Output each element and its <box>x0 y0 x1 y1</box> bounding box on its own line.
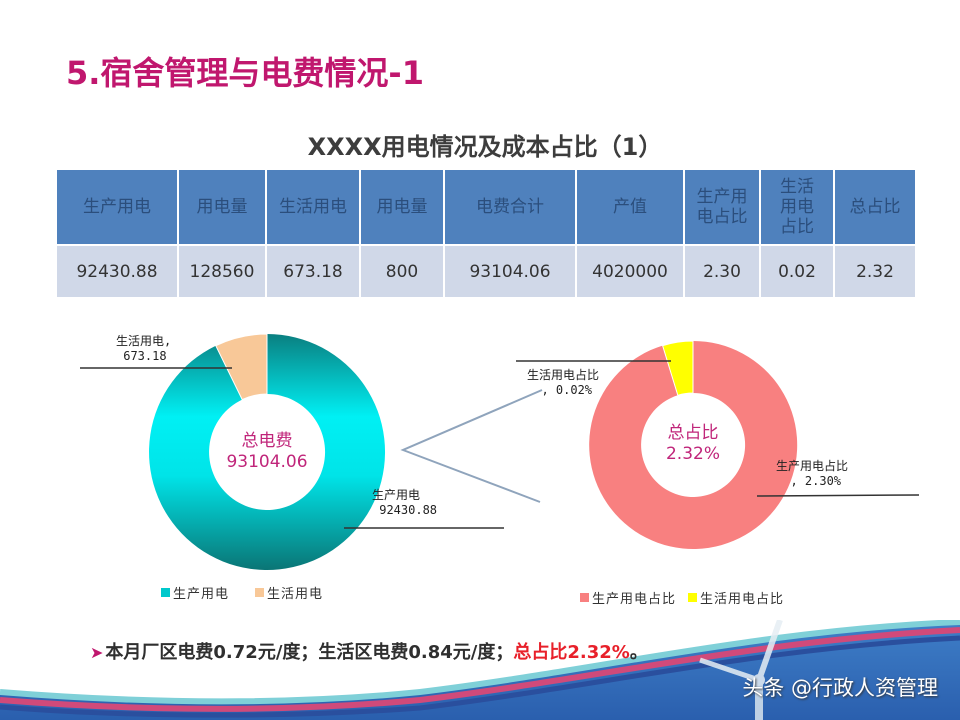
connector-lines <box>400 389 543 503</box>
wind-turbine-graphic <box>699 620 783 720</box>
summary-bullet: ➤ 本月厂区电费0.72元/度；生活区电费0.84元/度；总占比2.32%。 <box>90 638 648 664</box>
cell-production-ratio: 2.30 <box>683 244 761 299</box>
watermark: 头条 @行政人资管理 <box>742 676 938 700</box>
label-living: 生活用电, 673.18 <box>116 334 172 363</box>
cell-living-kwh: 800 <box>359 244 445 299</box>
header-total-fee: 电费合计 <box>443 168 577 246</box>
total-ratio-donut-chart: 生活用电占比 , 0.02% 生产用电占比 , 2.30% 总占比 2.32% … <box>500 320 940 620</box>
legend-item-living-ratio: 生活用电占比 <box>688 588 784 607</box>
legend-swatch-salmon <box>580 593 589 602</box>
total-fee-donut-chart: 生活用电, 673.18 生产用电 92430.88 总电费 93104.06 … <box>60 320 520 610</box>
legend-label: 生产用电 <box>173 587 230 602</box>
legend-item-production-ratio: 生产用电占比 <box>580 588 676 607</box>
center-value: 93104.06 <box>226 452 308 472</box>
summary-text: 本月厂区电费0.72元/度；生活区电费0.84元/度； <box>105 642 514 663</box>
legend-item-living: 生活用电 <box>255 583 323 602</box>
bullet-arrow-icon: ➤ <box>90 643 104 662</box>
cell-living-ratio: 0.02 <box>759 244 835 299</box>
electricity-cost-table: 生产用电 用电量 生活用电 用电量 电费合计 产值 生产用 电占比 生活 用电 … <box>55 168 917 299</box>
donut-slice-living-ratio <box>661 340 694 396</box>
header-production-ratio: 生产用 电占比 <box>683 168 761 246</box>
legend-swatch-yellow <box>688 593 698 602</box>
slide-title: 5.宿舍管理与电费情况-1 <box>66 54 424 92</box>
header-total-ratio: 总占比 <box>833 168 917 246</box>
table-header-row: 生产用电 用电量 生活用电 用电量 电费合计 产值 生产用 电占比 生活 用电 … <box>55 168 917 246</box>
legend-swatch-teal <box>161 588 170 597</box>
wind-turbine-banner <box>0 620 960 720</box>
label-living-ratio: 生活用电占比 , 0.02% <box>527 368 600 397</box>
table-row: 92430.88 128560 673.18 800 93104.06 4020… <box>55 244 917 299</box>
header-production-electricity: 生产用电 <box>55 168 179 246</box>
header-living-kwh: 用电量 <box>359 168 445 246</box>
label-production: 生产用电 92430.88 <box>372 488 438 517</box>
header-living-electricity: 生活用电 <box>265 168 361 246</box>
label-production-ratio: 生产用电占比 , 2.30% <box>776 459 849 488</box>
legend-swatch-peach <box>255 588 265 597</box>
summary-highlight: 总占比2.32% <box>513 642 630 663</box>
center-label: 总占比 <box>667 423 719 443</box>
legend-label: 生产用电占比 <box>592 592 677 607</box>
chart-legend: 生产用电 生活用电 <box>161 583 323 602</box>
legend-label: 生活用电 <box>267 587 324 602</box>
total-ratio-donut-svg <box>516 340 920 549</box>
legend-label: 生活用电占比 <box>700 592 785 607</box>
header-living-ratio: 生活 用电 占比 <box>759 168 835 246</box>
leader-line-production-ratio <box>756 494 920 497</box>
header-living-ratio-text: 生活 用电 占比 <box>780 177 814 237</box>
cell-output-value: 4020000 <box>575 244 685 299</box>
legend-item-production: 生产用电 <box>161 583 229 602</box>
donut-center-text: 总电费 93104.06 <box>208 431 326 473</box>
header-production-kwh: 用电量 <box>177 168 267 246</box>
cell-production-kwh: 128560 <box>177 244 267 299</box>
table-title: XXXX用电情况及成本占比（1） <box>307 133 663 161</box>
footer-decoration <box>0 620 960 720</box>
chart-legend: 生产用电占比 生活用电占比 <box>580 588 784 607</box>
summary-end: 。 <box>629 642 648 663</box>
total-fee-donut-svg <box>80 333 504 570</box>
donut-slice-production <box>149 334 386 570</box>
center-label: 总电费 <box>241 431 293 451</box>
header-production-ratio-text: 生产用 电占比 <box>696 187 748 227</box>
cell-total-ratio: 2.32 <box>833 244 917 299</box>
cell-total-fee: 93104.06 <box>443 244 577 299</box>
cell-production-electricity: 92430.88 <box>55 244 179 299</box>
donut-slice-production-ratio <box>589 340 798 549</box>
header-output-value: 产值 <box>575 168 685 246</box>
donut-center-text: 总占比 2.32% <box>642 423 744 465</box>
center-value: 2.32% <box>665 444 720 464</box>
donut-slice-living <box>215 333 268 401</box>
cell-living-electricity: 673.18 <box>265 244 361 299</box>
